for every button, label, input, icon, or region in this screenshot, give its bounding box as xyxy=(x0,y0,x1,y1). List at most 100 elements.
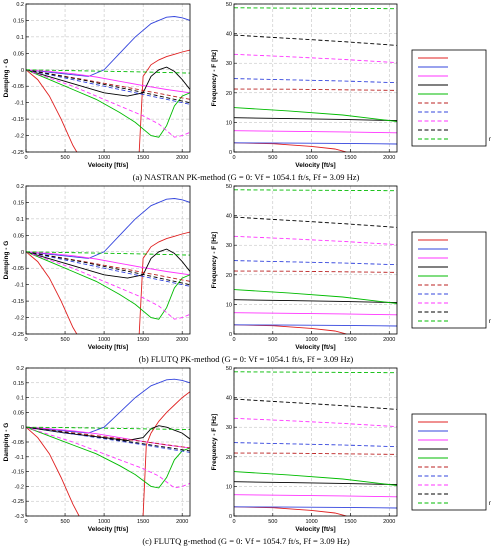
panel-b-frequency-ytick-label: 0 xyxy=(229,332,232,338)
panel-b-damping-ytick-label: 0.05 xyxy=(13,233,24,239)
panel-c-damping-xtick-label: 1000 xyxy=(98,519,110,525)
panel-b-damping-ytick-label: -0.05 xyxy=(11,266,24,272)
panel-a-damping-xlabel: Velocity [ft/s] xyxy=(88,162,128,169)
panel-c-caption: (c) FLUTQ g-method (G = 0: Vf = 1054.7 f… xyxy=(142,536,350,546)
panel-b-damping-ytick-label: 0.1 xyxy=(16,217,24,223)
panel-b-frequency-plot-area xyxy=(234,186,397,334)
panel-c-frequency-ytick-label: 30 xyxy=(226,425,232,431)
panel-b-frequency-series-mode-1 xyxy=(234,324,347,334)
panel-b-damping-series-mode-3 xyxy=(26,251,190,276)
panel-c-frequency-xtick-label: 0 xyxy=(232,519,235,525)
panel-b-frequency-ytick-label: 20 xyxy=(226,273,232,279)
panel-a-frequency-xtick-label: 1500 xyxy=(344,155,356,161)
panel-b-damping-ytick-label: 0.15 xyxy=(13,200,24,206)
panel-a-frequency-xtick-label: 1000 xyxy=(305,155,317,161)
panel-a-frequency-plot-area xyxy=(234,4,397,152)
panel-a-caption: (a) NASTRAN PK-method (G = 0: Vf = 1054.… xyxy=(133,172,360,182)
panel-a-damping-ytick-label: -0.2 xyxy=(15,134,24,140)
panel-b-frequency-xtick-label: 0 xyxy=(232,337,235,343)
panel-c-damping-ytick-label: -0.15 xyxy=(11,470,24,476)
panel-a-damping-ytick-label: -0.1 xyxy=(15,101,24,107)
panel-a-damping-xtick-label: 500 xyxy=(60,155,69,161)
panel-c-frequency-series-mode-2 xyxy=(234,506,397,509)
panel-b-damping-ytick-label: -0.2 xyxy=(15,316,24,322)
panel-b-frequency-series-mode-10 xyxy=(234,189,397,192)
panel-b-frequency-series-mode-5 xyxy=(234,289,397,304)
panel-b-frequency-series-mode-6 xyxy=(234,270,397,273)
panel-a-frequency-series-mode-7 xyxy=(234,78,397,84)
panel-b-frequency-xtick-label: 500 xyxy=(268,337,277,343)
panel-c-frequency-xtick-label: 1000 xyxy=(305,519,317,525)
panel-c-legend-label-10: mode 10 xyxy=(489,500,491,507)
panel-c-frequency-xtick-label: 500 xyxy=(268,519,277,525)
panel-b-damping-series-mode-1 xyxy=(138,231,190,334)
panel-b-damping-series-mode-5 xyxy=(26,251,190,320)
panel-b-damping-series-mode-7 xyxy=(26,251,190,287)
panel-a-damping-ytick-label: -0.15 xyxy=(11,117,24,123)
panel-a-damping-ytick-label: 0 xyxy=(21,68,24,74)
panel-c-damping-ytick-label: 0.05 xyxy=(13,410,24,416)
panel-c-damping-frame xyxy=(25,367,191,517)
panel-a-legend-box xyxy=(411,49,487,147)
panel-b-damping-ytick-label: 0.2 xyxy=(16,184,24,190)
panel-c-damping-ytick-label: -0.2 xyxy=(15,484,24,490)
panel-c-damping-ylabel: Damping - G xyxy=(3,423,10,462)
panel-b-damping-ylabel: Damping - G xyxy=(3,241,10,280)
panel-a: 0.20.150.10.050-0.05-0.1-0.15-0.2-0.250 5… xyxy=(3,2,491,182)
panel-a-damping-series-mode-7 xyxy=(26,69,190,105)
panel-c-damping-series-mode-1 xyxy=(26,426,80,516)
panel-a-frequency-ylabel: Frequency - F [Hz] xyxy=(211,50,218,107)
panel-c-frequency-series-mode-10 xyxy=(234,371,397,374)
panel-a-damping-series-mode-10 xyxy=(26,69,190,74)
panel-b-frequency-series-mode-4 xyxy=(234,299,397,304)
panel-b-legend-label-10: mode 10 xyxy=(489,318,491,325)
panel-a-frequency-ytick-label: 30 xyxy=(226,61,232,67)
panel-b-damping-ytick-label: -0.25 xyxy=(11,332,24,338)
panel-a-frequency-series-mode-8 xyxy=(234,53,397,64)
panel-c-frequency-ytick-label: 40 xyxy=(226,396,232,402)
panel-a-legend-label-10: mode 10 xyxy=(489,136,491,143)
panel-a-damping-series-mode-5 xyxy=(26,69,190,138)
panel-b-frequency-series-mode-3 xyxy=(234,312,397,316)
panel-b-damping-xtick-label: 2000 xyxy=(176,337,188,343)
panel-b-damping-xtick-label: 1000 xyxy=(98,337,110,343)
panel-a-damping-xtick-label: 2000 xyxy=(176,155,188,161)
panel-a-frequency-series-mode-5 xyxy=(234,107,397,122)
panel-c-frequency-xtick-label: 1500 xyxy=(344,519,356,525)
panel-c-damping-ytick-label: 0.15 xyxy=(13,381,24,387)
panel-b-frequency-series-mode-9 xyxy=(234,216,397,228)
panel-a-damping-series-mode-1 xyxy=(26,69,78,152)
panel-a-damping-series-mode-8 xyxy=(26,69,190,138)
panel-a-frequency-series-mode-2 xyxy=(234,142,397,145)
panel-b-damping-xtick-label: 500 xyxy=(60,337,69,343)
panel-b-frequency-xlabel: Velocity [ft/s] xyxy=(295,344,335,351)
panel-b-damping-ytick-label: 0 xyxy=(21,250,24,256)
panel-c-damping-xtick-label: 2000 xyxy=(176,519,188,525)
panel-a-frequency-xtick-label: 500 xyxy=(268,155,277,161)
panel-b-damping-series-mode-4 xyxy=(26,248,190,279)
panel-a-damping-ytick-label: -0.25 xyxy=(11,150,24,156)
panel-c: 0.2 0.15 0.1 0.05 0 -0.05 -0.1 -0.15 -0.2 -0.25 -0… xyxy=(3,366,491,546)
panel-a-damping-xtick-label: 1000 xyxy=(98,155,110,161)
panel-b-damping-series-mode-9 xyxy=(26,251,190,286)
panel-c-frequency-ylabel: Frequency - F [Hz] xyxy=(211,414,218,471)
panel-a-frequency-series-mode-3 xyxy=(234,130,397,134)
panel-c-frequency-series-mode-7 xyxy=(234,442,397,448)
panel-c-frequency-series-mode-3 xyxy=(234,494,397,498)
panel-c-frequency-ytick-label: 50 xyxy=(226,366,232,372)
panel-b-frequency-xtick-label: 1000 xyxy=(305,337,317,343)
panel-b-damping-series-mode-8 xyxy=(26,251,190,320)
panel-a-frequency-series-mode-6 xyxy=(234,88,397,91)
panel-c-frequency-xlabel: Velocity [ft/s] xyxy=(295,526,335,533)
panel-a-frequency-ytick-label: 20 xyxy=(226,91,232,97)
panel-a-frequency-series-mode-4 xyxy=(234,117,397,122)
panel-c-damping-xlabel: Velocity [ft/s] xyxy=(88,526,128,533)
panel-b-caption: (b) FLUTQ PK-method (G = 0: Vf = 1054.1 … xyxy=(139,354,354,364)
panel-b-frequency-series-mode-2 xyxy=(234,324,397,327)
panel-c-damping-ytick-label: 0 xyxy=(21,425,24,431)
panel-c-frequency-series-mode-8 xyxy=(234,417,397,428)
panel-a-damping-frame xyxy=(25,3,191,153)
panel-c-frequency-plot-area xyxy=(234,368,397,516)
panel-b-damping-xlabel: Velocity [ft/s] xyxy=(88,344,128,351)
